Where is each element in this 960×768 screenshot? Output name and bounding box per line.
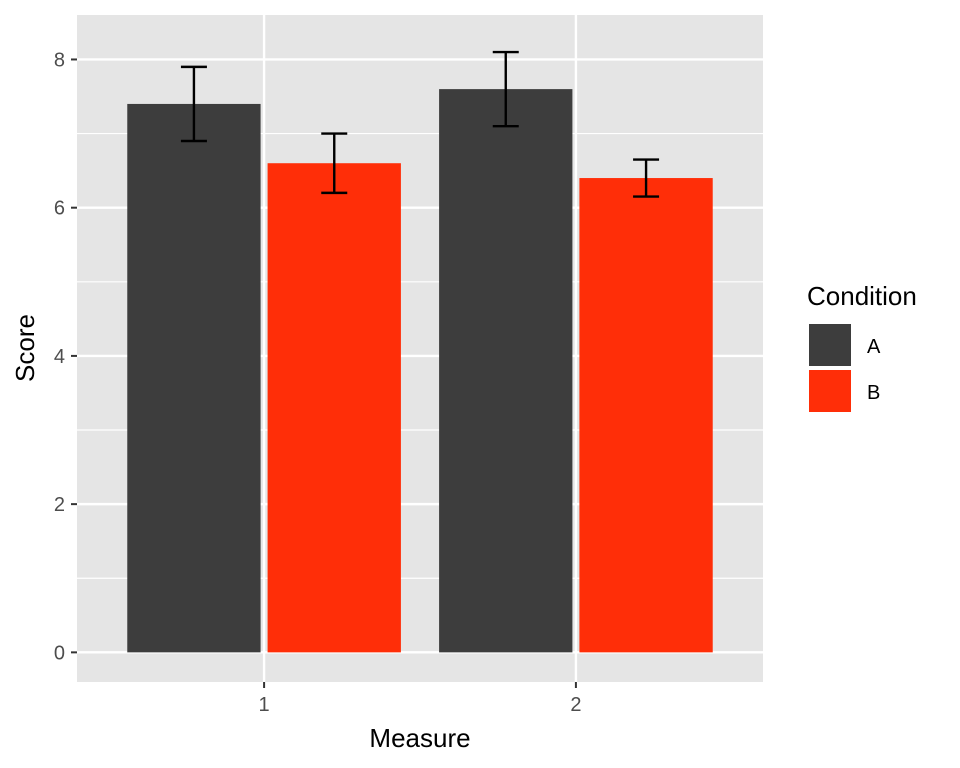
legend-swatch-B (809, 370, 851, 412)
x-axis-title: Measure (369, 723, 470, 753)
bar-B-1 (267, 163, 401, 653)
error-bars (180, 50, 660, 198)
y-tick-label: 0 (54, 642, 65, 664)
bars (127, 89, 713, 653)
y-axis: 0 2 4 6 8 (54, 49, 77, 664)
x-tick-label: 1 (259, 694, 270, 716)
y-tick-label: 2 (54, 494, 65, 516)
x-tick-label: 2 (570, 694, 581, 716)
bar-A-1 (127, 103, 261, 653)
legend-label-A: A (867, 336, 881, 358)
bar-A-2 (439, 89, 573, 653)
legend-title: Condition (807, 281, 917, 311)
y-tick-label: 4 (54, 346, 65, 368)
legend-label-B: B (867, 382, 880, 404)
legend-swatch-A (809, 324, 851, 366)
legend: Condition A B (807, 281, 917, 412)
y-axis-title: Score (10, 314, 40, 382)
bar-B-2 (579, 178, 713, 653)
y-tick-label: 8 (54, 49, 65, 71)
y-tick-label: 6 (54, 198, 65, 220)
